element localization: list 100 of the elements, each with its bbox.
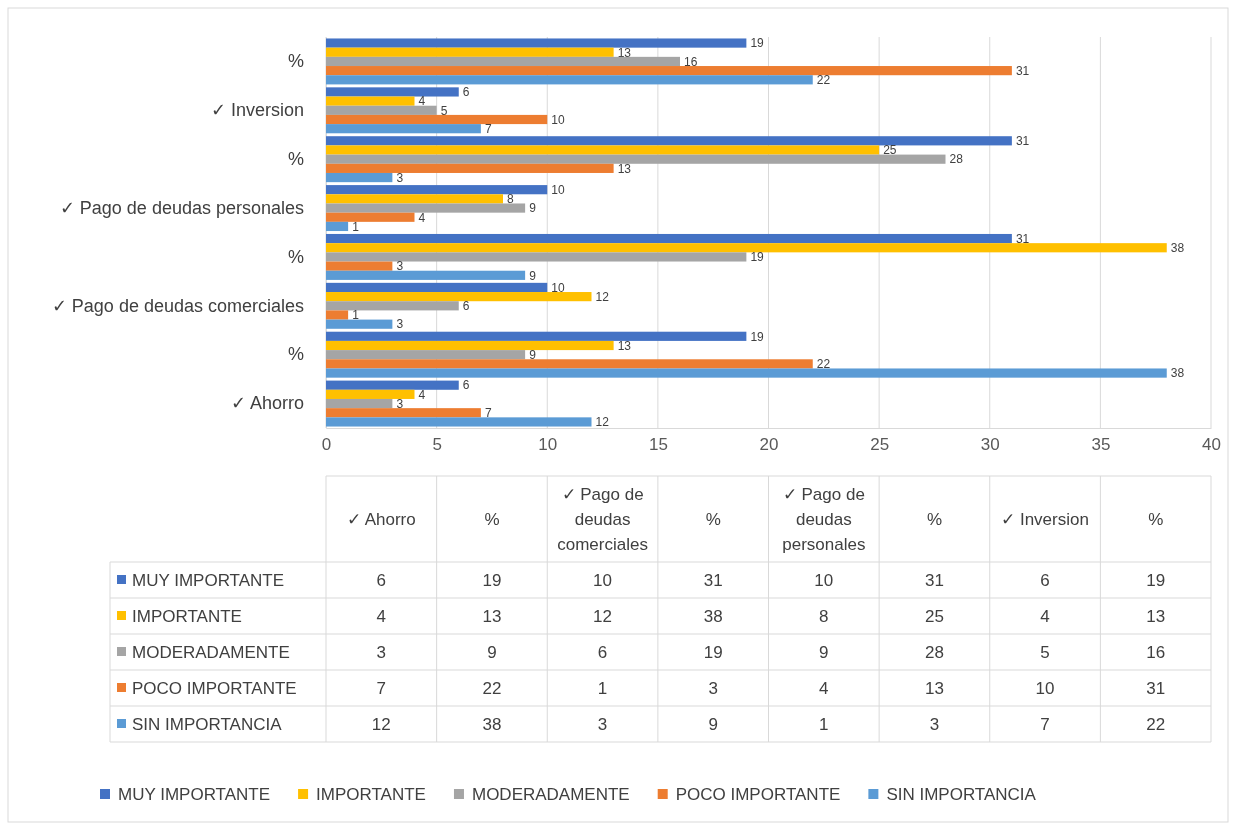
x-tick-label: 40	[1202, 435, 1221, 455]
data-label: 8	[507, 192, 514, 207]
data-label: 19	[750, 36, 765, 51]
text: 6	[597, 643, 608, 662]
text: 19	[1146, 571, 1166, 590]
data-label: 5	[440, 103, 448, 118]
text: 7	[376, 679, 387, 698]
legend-label: SIN IMPORTANCIA	[132, 715, 283, 734]
text: 7	[1040, 715, 1050, 734]
text: 3	[708, 679, 718, 698]
data-label: 7	[484, 121, 492, 136]
data-label: 9	[529, 347, 537, 362]
y-tick-label: %	[287, 246, 304, 267]
data-label: 3	[396, 170, 404, 185]
category-label: %	[926, 510, 942, 529]
data-label: 31	[1015, 134, 1030, 149]
data-label: 3	[396, 259, 404, 274]
text: MODERADAMENTE	[471, 785, 630, 804]
category-label: %	[1148, 510, 1164, 529]
y-tick-label: ✓ Pago de deudas comerciales	[51, 295, 304, 316]
data-label: 16	[684, 54, 698, 69]
legend-label: MUY IMPORTANTE	[132, 571, 285, 590]
data-label: 1	[352, 219, 360, 234]
text: 4	[819, 679, 829, 698]
text: 12	[593, 607, 613, 626]
data-label: 25	[883, 143, 897, 158]
data-label: 10	[551, 182, 565, 197]
x-tick-label: 5	[432, 435, 442, 455]
data-label: 10	[551, 280, 565, 295]
text: MUY IMPORTANTE	[118, 785, 271, 804]
text: 9	[487, 643, 497, 662]
x-tick-label: 10	[538, 435, 558, 455]
data-label: 3	[396, 396, 404, 411]
text: 6	[1040, 571, 1050, 590]
text: IMPORTANTE	[316, 785, 426, 804]
text: 10	[814, 571, 834, 590]
text: 25	[924, 607, 944, 626]
category-label: %	[484, 510, 500, 529]
text: 13	[482, 607, 502, 626]
text: 31	[1146, 679, 1166, 698]
data-label: 28	[949, 152, 964, 167]
text: 3	[929, 715, 940, 734]
data-label: 9	[529, 268, 537, 283]
legend-label: POCO IMPORTANTE	[132, 679, 297, 698]
data-label: 19	[750, 250, 765, 265]
legend-label: MODERADAMENTE	[132, 643, 290, 662]
x-tick-label: 20	[759, 435, 779, 455]
data-label: 13	[617, 45, 632, 60]
text: 4	[376, 607, 387, 626]
text: 12	[371, 715, 391, 734]
text: 38	[703, 607, 723, 626]
data-label: 4	[418, 210, 426, 225]
data-label: 38	[1170, 366, 1185, 381]
y-tick-label: ✓ Inversion	[210, 100, 304, 121]
data-label: 6	[462, 299, 470, 314]
data-label: 4	[418, 94, 426, 109]
text: 13	[1146, 607, 1166, 626]
text: SIN IMPORTANCIA	[886, 785, 1036, 804]
data-label: 7	[484, 406, 492, 421]
x-tick-label: 30	[980, 435, 1000, 455]
x-tick-label: 35	[1091, 435, 1111, 455]
data-label: 19	[750, 329, 765, 344]
text: 8	[819, 607, 829, 626]
data-label: 13	[617, 161, 632, 176]
data-label: 12	[595, 415, 610, 430]
text: 9	[819, 643, 829, 662]
text: 3	[376, 643, 387, 662]
data-label: 6	[462, 85, 470, 100]
text: 31	[924, 571, 944, 590]
x-tick-label: 25	[870, 435, 890, 455]
y-tick-label: %	[287, 51, 304, 72]
text: 22	[482, 679, 502, 698]
text: 31	[703, 571, 723, 590]
text: 3	[597, 715, 608, 734]
text: 1	[819, 715, 829, 734]
text: 22	[1146, 715, 1166, 734]
data-label: 22	[816, 357, 831, 372]
category-label: ✓ Inversion	[1001, 510, 1089, 529]
text: 9	[708, 715, 718, 734]
text: 10	[593, 571, 613, 590]
data-label: 13	[617, 338, 632, 353]
text: 13	[924, 679, 944, 698]
category-label: ✓ Ahorro	[346, 510, 416, 529]
x-tick-label: 15	[648, 435, 668, 455]
text: POCO IMPORTANTE	[675, 785, 841, 804]
text: 28	[924, 643, 944, 662]
x-tick-label: 0	[321, 435, 332, 455]
text: 19	[703, 643, 723, 662]
y-tick-label: ✓ Ahorro	[230, 393, 304, 414]
data-label: 3	[396, 317, 404, 332]
legend-label: IMPORTANTE	[132, 607, 242, 626]
data-label: 6	[462, 378, 470, 393]
data-label: 12	[595, 289, 610, 304]
category-label: ✓ Pago de deudas personales	[782, 485, 866, 554]
text: 16	[1146, 643, 1166, 662]
data-label: 4	[418, 387, 426, 402]
y-tick-label: ✓ Pago de deudas personales	[59, 197, 304, 218]
text: 38	[482, 715, 502, 734]
data-label: 1	[352, 308, 360, 323]
category-label: ✓ Pago de deudas comerciales	[557, 485, 648, 554]
